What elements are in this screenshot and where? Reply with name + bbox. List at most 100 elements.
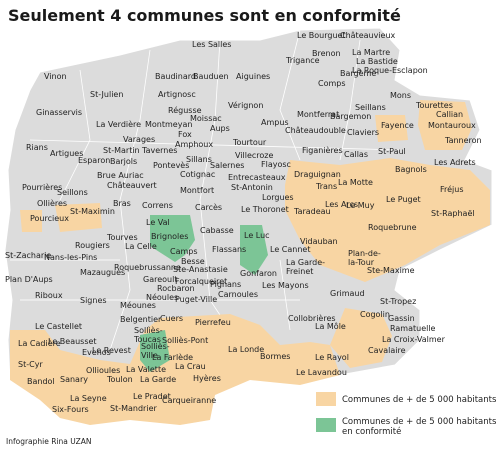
commune-label: Bargème <box>340 68 376 78</box>
commune-label: Tavernes <box>141 146 177 155</box>
commune-label: Brue Auriac <box>97 171 144 180</box>
commune-label: La Celle <box>125 242 157 251</box>
commune-label: Ginasservis <box>36 108 82 117</box>
commune-label: La Verdière <box>96 119 141 129</box>
commune-label: La Seyne <box>70 394 107 403</box>
commune-label: St-Antonin <box>231 183 273 192</box>
commune-label: La Roque-Esclapon <box>352 66 428 75</box>
commune-label: Riboux <box>35 291 63 300</box>
commune-label: Ramatuelle <box>390 324 436 333</box>
commune-label: Salernes <box>210 161 244 170</box>
commune-label: Seillans <box>355 103 386 112</box>
commune-label: Fox <box>178 130 192 139</box>
region-st-maximin <box>55 203 102 232</box>
commune-label: La Valette <box>126 365 166 374</box>
region-pourcieux <box>20 210 42 232</box>
green-regions <box>140 215 268 372</box>
commune-label: Bandol <box>27 377 55 386</box>
commune-label: Carcès <box>195 202 222 212</box>
commune-label: Bras <box>113 199 131 208</box>
commune-label: Moissac <box>190 114 222 123</box>
commune-label: Le Beausset <box>48 337 97 346</box>
commune-label: Le Lavandou <box>296 368 347 377</box>
commune-label: Lorgues <box>262 193 294 202</box>
commune-label: La Crau <box>175 362 206 371</box>
region-la-farlede <box>140 330 170 372</box>
region-montauroux <box>418 100 472 150</box>
commune-label: Figanières <box>302 145 343 155</box>
commune-label: Tourettes <box>415 101 453 110</box>
commune-label: Le Cannet <box>270 245 310 254</box>
commune-label: Châteauvieux <box>340 31 396 40</box>
commune-label: Tourves <box>106 233 138 242</box>
commune-label: Claviers <box>347 128 379 137</box>
commune-label: Bauduen <box>193 72 229 81</box>
commune-label: Pourcieux <box>30 214 69 223</box>
commune-label: Besse <box>181 257 205 266</box>
commune-label: Cabasse <box>200 226 234 235</box>
commune-label: Pontevès <box>153 160 189 170</box>
legend-label: Communes de + de 5 000 habitants <box>342 395 497 405</box>
commune-label: Bagnols <box>395 165 427 174</box>
commune-label: Montferrat <box>297 110 339 119</box>
commune-label: Les Salles <box>192 40 231 49</box>
commune-label: Châteauvert <box>107 181 157 190</box>
commune-label: Seillons <box>57 188 88 197</box>
region-cogolin <box>330 308 392 368</box>
commune-label: Rians <box>26 143 48 152</box>
commune-label: Le Castellet <box>35 322 82 331</box>
commune-label: Trans <box>315 182 337 191</box>
commune-label: Artigues <box>50 149 83 158</box>
commune-label: Correns <box>142 201 173 210</box>
commune-label: Collobrières <box>288 313 336 323</box>
commune-label: Tanneron <box>444 136 482 145</box>
commune-label: Entrecasteaux <box>228 173 286 182</box>
commune-label: Comps <box>318 79 346 88</box>
commune-label: La Farlède <box>152 352 193 362</box>
commune-label: Pierrefeu <box>195 318 231 327</box>
commune-label: Esparon <box>78 156 110 165</box>
commune-label: Aiguines <box>236 72 270 81</box>
commune-label: St-Paul <box>378 147 406 156</box>
commune-label: Brignoles <box>151 232 188 241</box>
commune-label: Solliès-Ville <box>141 341 170 360</box>
legend-swatch <box>316 392 336 406</box>
commune-label: Flayosc <box>261 160 291 169</box>
commune-label: Solliès-Pont <box>162 335 208 345</box>
commune-label: Sanary <box>60 375 88 384</box>
commune-label: Brenon <box>312 49 341 58</box>
commune-label: Cotignac <box>180 170 215 179</box>
commune-label: Mazaugues <box>80 268 125 277</box>
commune-label: Le Luc <box>244 231 270 240</box>
commune-label: Cuers <box>160 314 183 323</box>
commune-label: Ollières <box>37 198 67 208</box>
commune-label: La Cadière <box>18 338 61 348</box>
commune-label: Carqueiranne <box>162 396 216 405</box>
commune-label: La Londe <box>228 345 264 354</box>
commune-label: La Môle <box>315 321 346 331</box>
commune-label: Les Adrets <box>434 158 476 167</box>
commune-label: La Martre <box>352 48 390 57</box>
commune-label: Pignans <box>210 280 241 289</box>
region-brignoles <box>150 215 195 262</box>
commune-label: Nans-les-Pins <box>44 253 97 262</box>
commune-label: Le Bourguet <box>297 31 346 40</box>
commune-label: St-Mandrier <box>110 404 157 413</box>
commune-borders <box>10 29 401 351</box>
commune-label: La Bastide <box>356 57 398 66</box>
commune-label: St-Zacharie <box>5 251 51 260</box>
commune-label: Montfort <box>180 186 214 195</box>
commune-label: Flassans <box>212 245 246 254</box>
commune-label: Le Rayol <box>315 353 349 362</box>
commune-label: La Garde-Freinet <box>286 258 325 276</box>
commune-label: Sollìès-Toucas <box>133 325 163 344</box>
commune-label: Sillans <box>186 155 212 164</box>
commune-label: Tourtour <box>232 138 267 147</box>
commune-label: Vinon <box>44 72 67 81</box>
commune-label: Plan-de-la-Tour <box>348 249 381 267</box>
commune-label: St-Raphaël <box>431 209 475 218</box>
commune-label: Barjols <box>110 157 137 166</box>
commune-label: Pourrières <box>22 182 62 192</box>
